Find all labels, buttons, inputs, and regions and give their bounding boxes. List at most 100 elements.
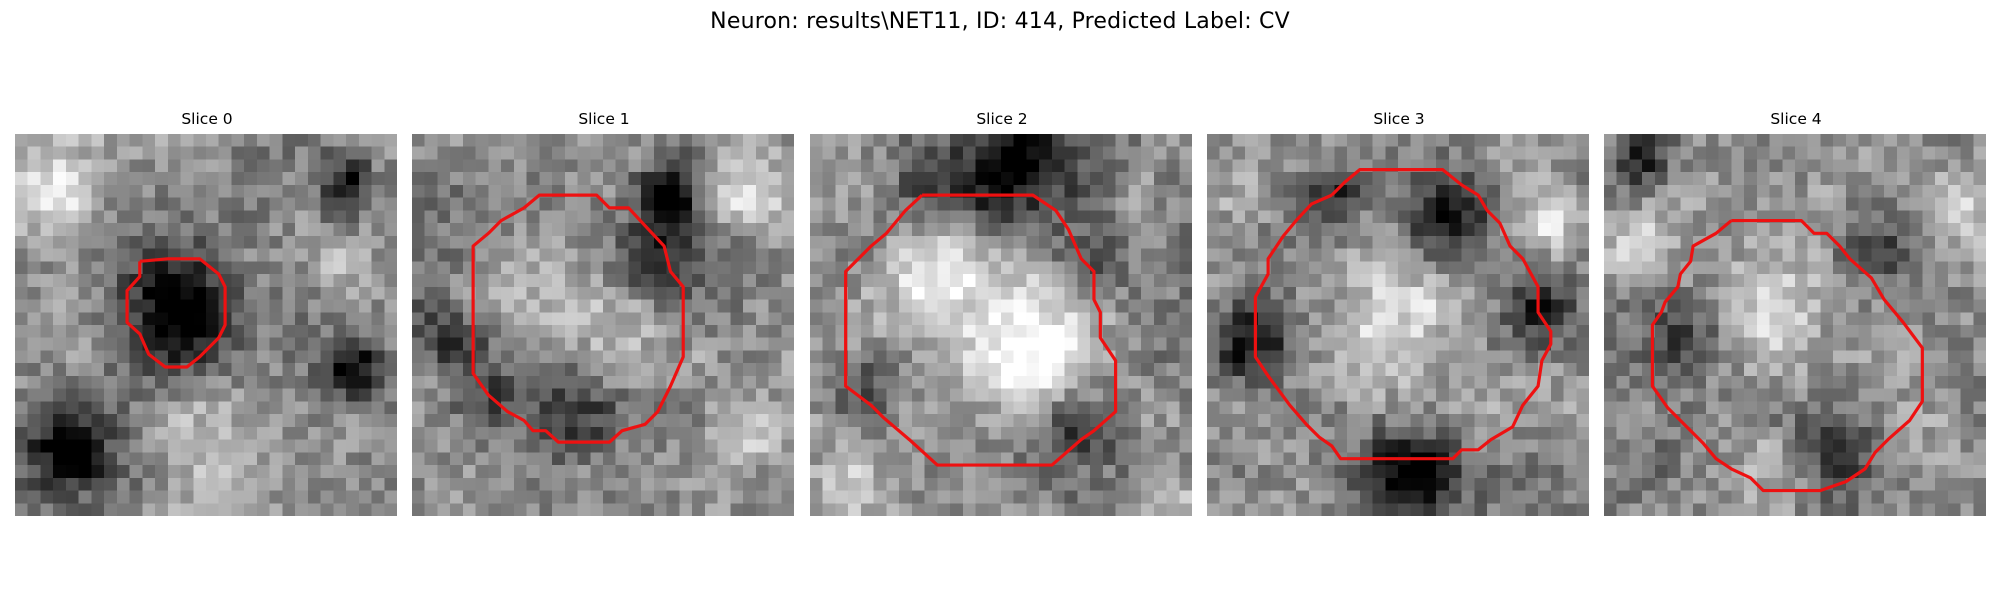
pixel — [65, 286, 79, 300]
pixel — [781, 223, 794, 237]
pixel — [666, 197, 680, 211]
pixel — [155, 235, 169, 249]
pixel — [1051, 465, 1065, 479]
slice-panel-3: Slice 3 — [1207, 109, 1591, 516]
pixel — [988, 223, 1002, 237]
pixel — [641, 477, 655, 491]
pixel — [768, 490, 782, 504]
pixel — [307, 325, 321, 338]
pixel — [628, 261, 642, 275]
pixel — [1705, 490, 1719, 504]
pixel — [116, 388, 130, 402]
pixel — [1896, 452, 1910, 466]
pixel — [206, 465, 219, 479]
pixel — [1744, 159, 1758, 173]
pixel — [142, 274, 156, 288]
pixel — [1884, 159, 1898, 173]
pixel — [1245, 477, 1259, 491]
pixel — [743, 235, 757, 249]
pixel — [1064, 388, 1078, 402]
pixel — [1616, 184, 1630, 198]
pixel — [450, 477, 464, 491]
pixel — [78, 363, 92, 377]
pixel — [1499, 184, 1513, 198]
pixel — [1026, 350, 1040, 364]
pixel — [975, 197, 989, 211]
pixel — [1474, 490, 1488, 504]
pixel — [1629, 350, 1643, 364]
pixel — [717, 388, 731, 402]
pixel — [1512, 337, 1526, 351]
pixel — [231, 350, 245, 364]
pixel — [768, 146, 782, 160]
pixel — [1026, 337, 1040, 351]
pixel — [641, 235, 655, 249]
pixel — [1448, 261, 1462, 275]
pixel — [1385, 146, 1399, 160]
pixel — [781, 159, 794, 173]
pixel — [1448, 477, 1462, 491]
pixel — [1051, 490, 1065, 504]
pixel — [333, 172, 347, 186]
pixel — [1153, 452, 1167, 466]
pixel — [346, 184, 360, 198]
pixel — [1321, 477, 1335, 491]
pixel — [679, 439, 693, 453]
pixel — [1372, 350, 1386, 364]
pixel — [1051, 325, 1065, 338]
pixel — [307, 414, 321, 428]
pixel — [1436, 375, 1450, 389]
pixel — [333, 223, 347, 237]
pixel — [1960, 388, 1974, 402]
pixel — [91, 261, 105, 275]
pixel — [1141, 197, 1155, 211]
pixel — [1321, 146, 1335, 160]
pixel — [320, 261, 334, 275]
pixel — [755, 414, 769, 428]
pixel — [15, 274, 28, 288]
pixel — [886, 350, 900, 364]
pixel — [1654, 363, 1668, 377]
pixel — [450, 452, 464, 466]
pixel — [501, 172, 515, 186]
pixel — [835, 197, 849, 211]
pixel — [1461, 286, 1475, 300]
pixel — [1550, 375, 1564, 389]
pixel — [1769, 337, 1783, 351]
pixel — [1845, 401, 1859, 415]
pixel — [1654, 426, 1668, 440]
pixel — [450, 325, 464, 338]
pixel — [1283, 426, 1297, 440]
pixel — [988, 299, 1002, 313]
pixel — [1576, 197, 1589, 211]
pixel — [1973, 286, 1986, 300]
pixel — [1219, 210, 1233, 224]
pixel — [1922, 197, 1936, 211]
pixel — [27, 465, 41, 479]
pixel — [1833, 274, 1847, 288]
pixel — [307, 235, 321, 249]
pixel — [653, 503, 667, 516]
pixel — [1013, 146, 1027, 160]
pixel — [295, 490, 309, 504]
pixel — [1077, 363, 1091, 377]
pixel — [65, 477, 79, 491]
pixel — [307, 490, 321, 504]
pixel — [1512, 172, 1526, 186]
pixel — [1039, 261, 1053, 275]
pixel — [1321, 401, 1335, 415]
pixel — [1436, 465, 1450, 479]
pixel — [924, 350, 938, 364]
pixel — [641, 248, 655, 262]
pixel — [1845, 312, 1859, 326]
pixel — [526, 210, 540, 224]
pixel — [1487, 299, 1501, 313]
pixel — [333, 477, 347, 491]
pixel — [1179, 503, 1192, 516]
pixel — [886, 388, 900, 402]
pixel — [768, 375, 782, 389]
pixel — [822, 235, 836, 249]
pixel — [167, 184, 181, 198]
pixel — [552, 337, 566, 351]
pixel — [1372, 184, 1386, 198]
